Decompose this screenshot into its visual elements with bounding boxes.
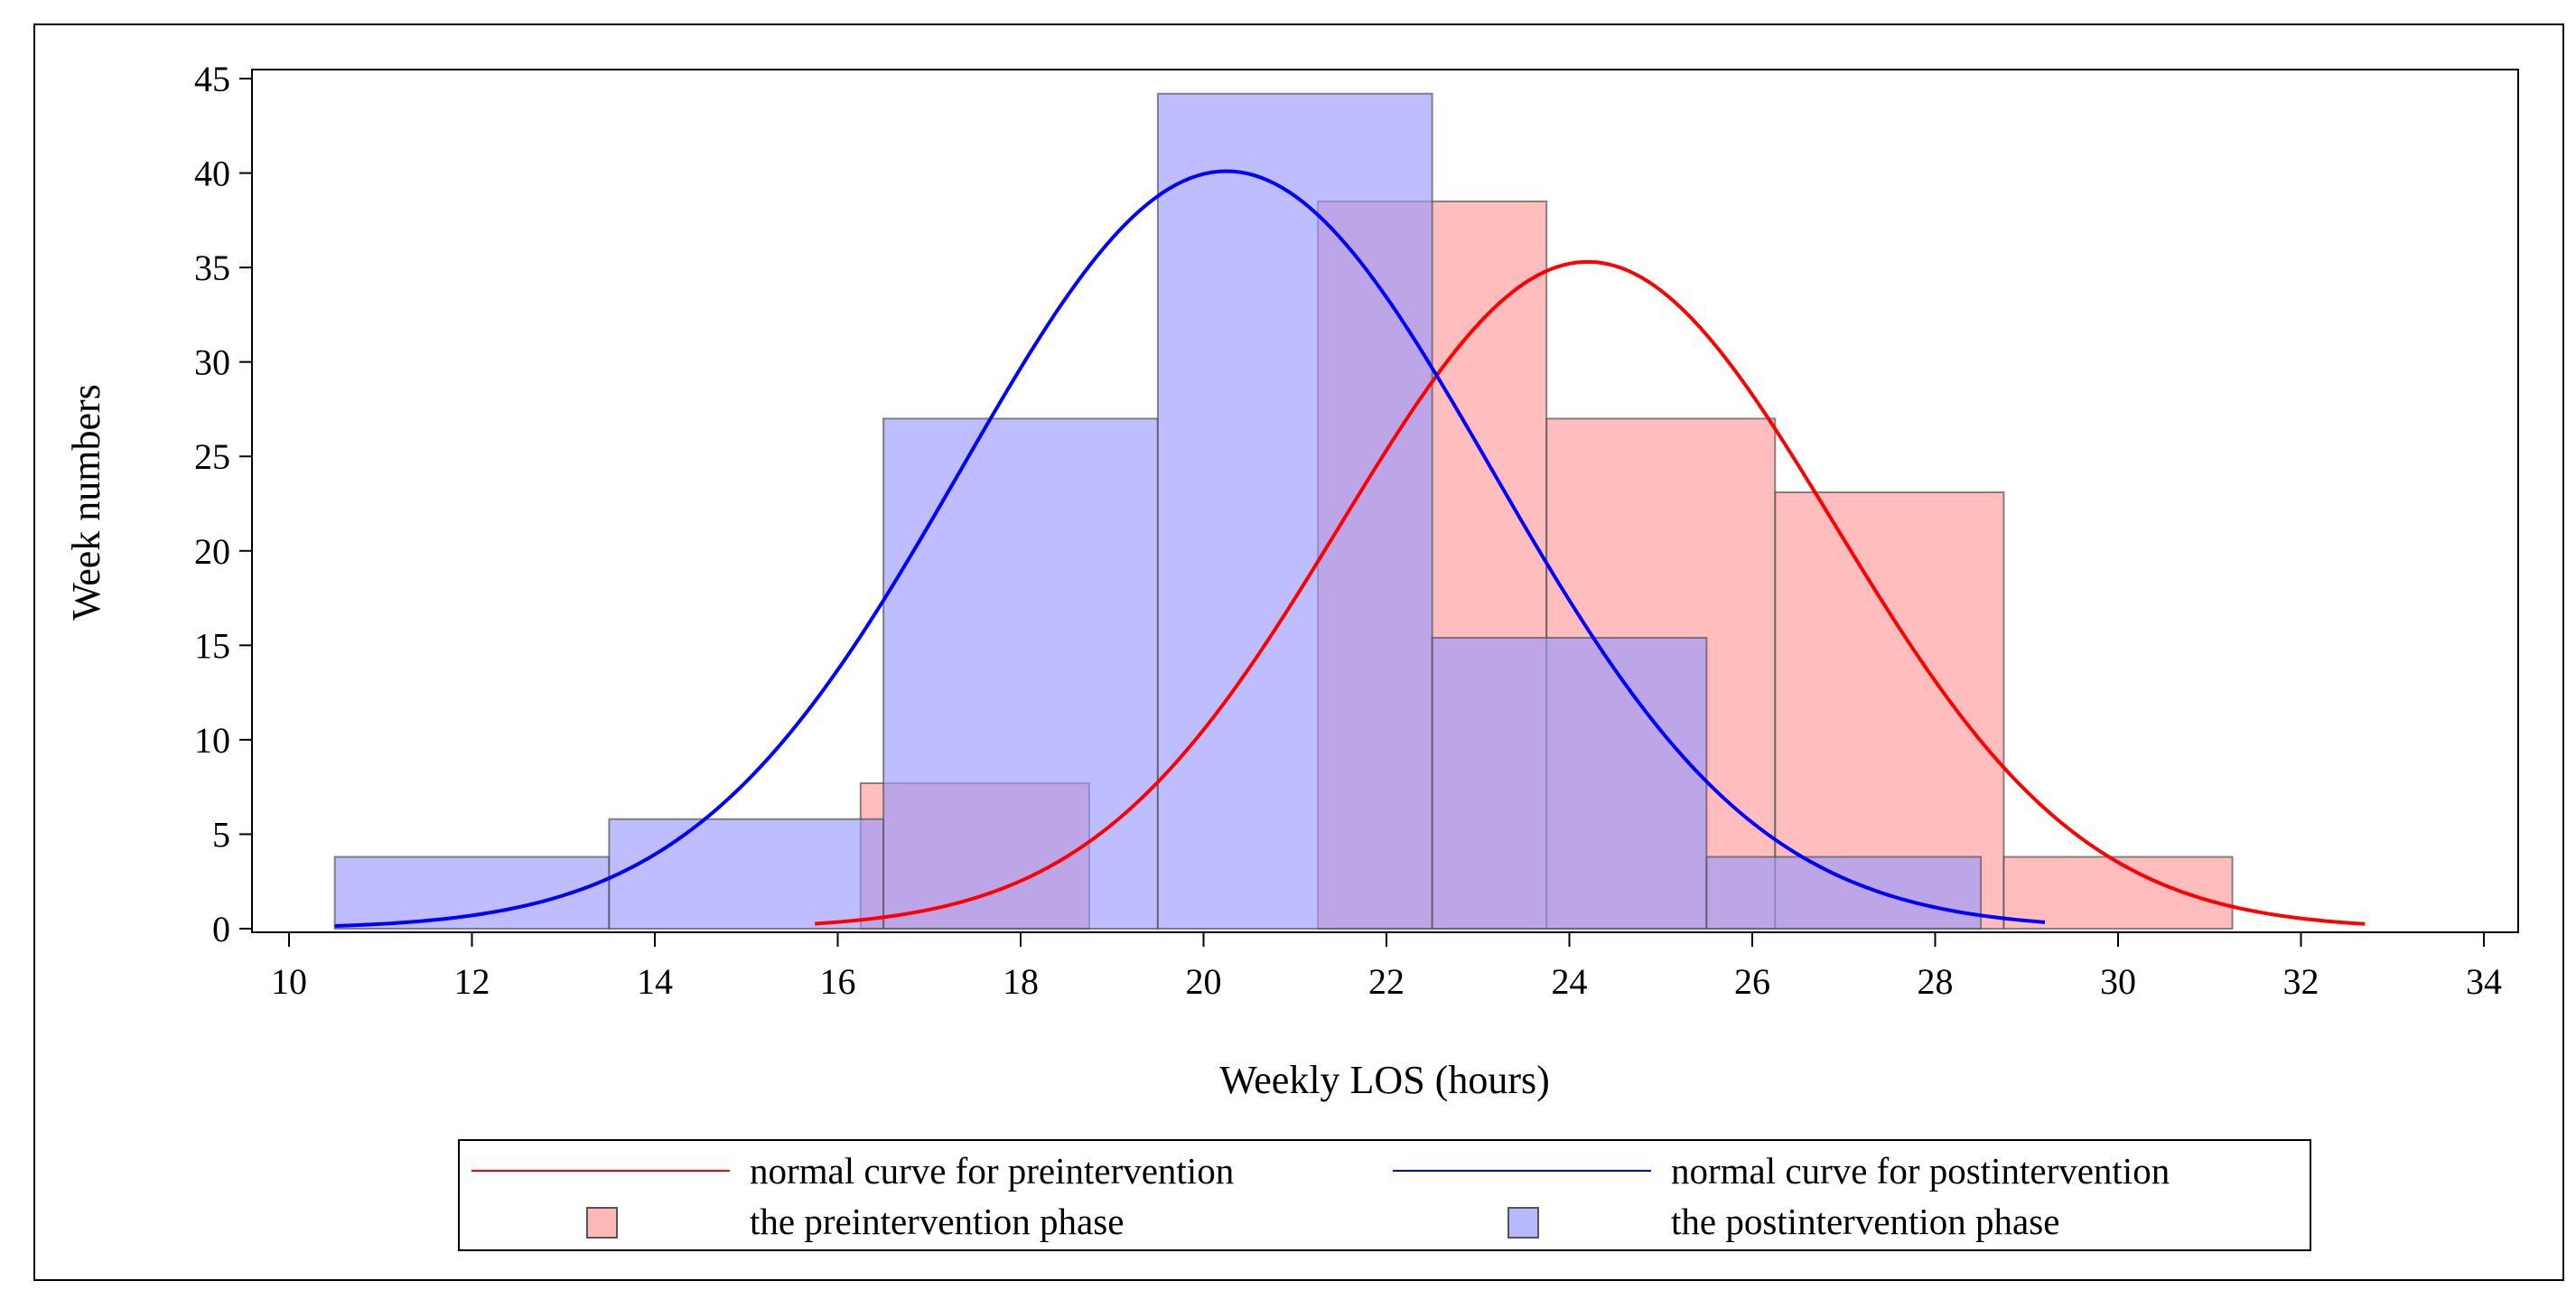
x-tick-label-34: 34 — [2466, 961, 2502, 1002]
x-tick-label-30: 30 — [2100, 961, 2136, 1002]
post-bars-group — [333, 92, 1983, 930]
post-bar-3 — [1156, 92, 1433, 930]
x-tick-label-22: 22 — [1368, 961, 1405, 1002]
y-tick-label-10: 10 — [194, 720, 230, 761]
legend-pre-phase-label: the preintervention phase — [750, 1201, 1124, 1242]
legend-post-phase-label: the postintervention phase — [1671, 1201, 2059, 1242]
legend: normal curve for preintervention normal … — [458, 1139, 2311, 1251]
post-normal-curve — [334, 169, 2046, 929]
legend-post-phase-swatch — [1507, 1207, 1539, 1239]
y-tick-label-20: 20 — [194, 531, 230, 572]
y-tick-label-0: 0 — [212, 909, 230, 949]
pre-normal-curve — [815, 259, 2366, 926]
legend-pre-phase-swatch — [586, 1207, 618, 1239]
y-axis-label: Week numbers — [64, 384, 108, 621]
x-tick-label-32: 32 — [2283, 961, 2319, 1002]
y-tick-label-40: 40 — [194, 154, 230, 194]
post-bar-5 — [1705, 856, 1983, 930]
y-tick-label-5: 5 — [212, 814, 230, 855]
curves-group — [334, 169, 2366, 929]
plot-frame — [251, 69, 2519, 933]
x-tick-label-10: 10 — [271, 961, 307, 1002]
x-axis-label: Weekly LOS (hours) — [1219, 1058, 1550, 1102]
y-tick-label-15: 15 — [194, 625, 230, 666]
post-bar-1 — [608, 818, 885, 930]
x-axis: 10 12 14 16 18 20 22 24 26 28 30 32 34 — [271, 932, 2502, 1002]
pre-bar-5 — [2002, 856, 2234, 930]
x-tick-label-20: 20 — [1186, 961, 1222, 1002]
legend-post-curve-label: normal curve for postintervention — [1671, 1150, 2170, 1192]
x-tick-label-24: 24 — [1552, 961, 1588, 1002]
x-tick-label-18: 18 — [1003, 961, 1039, 1002]
legend-box — [458, 1139, 2311, 1251]
x-tick-label-28: 28 — [1918, 961, 1954, 1002]
legend-pre-curve-label: normal curve for preintervention — [750, 1150, 1234, 1192]
post-bar-4 — [1431, 636, 1708, 930]
x-tick-label-12: 12 — [454, 961, 490, 1002]
y-tick-label-35: 35 — [194, 248, 230, 288]
y-axis: 0 5 10 15 20 25 30 35 40 45 — [194, 59, 252, 949]
y-tick-label-25: 25 — [194, 436, 230, 477]
x-tick-label-16: 16 — [820, 961, 856, 1002]
post-bar-2 — [882, 417, 1159, 930]
y-tick-label-30: 30 — [194, 342, 230, 383]
y-tick-label-45: 45 — [194, 59, 230, 99]
x-tick-label-26: 26 — [1734, 961, 1770, 1002]
x-tick-label-14: 14 — [637, 961, 673, 1002]
